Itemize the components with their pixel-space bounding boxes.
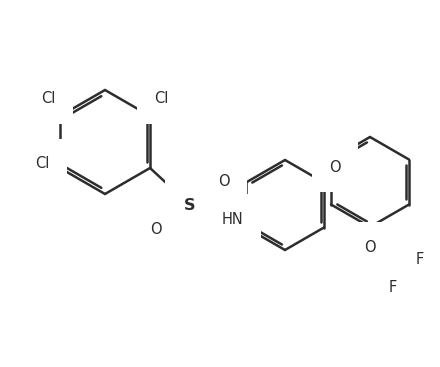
Text: F: F xyxy=(416,252,424,268)
Text: S: S xyxy=(184,197,196,212)
Text: Cl: Cl xyxy=(36,156,50,171)
Text: O: O xyxy=(150,222,162,236)
Text: F: F xyxy=(410,236,418,251)
Text: O: O xyxy=(329,160,341,174)
Text: F: F xyxy=(389,280,397,295)
Text: Cl: Cl xyxy=(42,91,56,106)
Text: O: O xyxy=(218,174,230,189)
Text: Cl: Cl xyxy=(154,91,169,106)
Text: O: O xyxy=(364,240,376,254)
Text: HN: HN xyxy=(222,211,244,226)
